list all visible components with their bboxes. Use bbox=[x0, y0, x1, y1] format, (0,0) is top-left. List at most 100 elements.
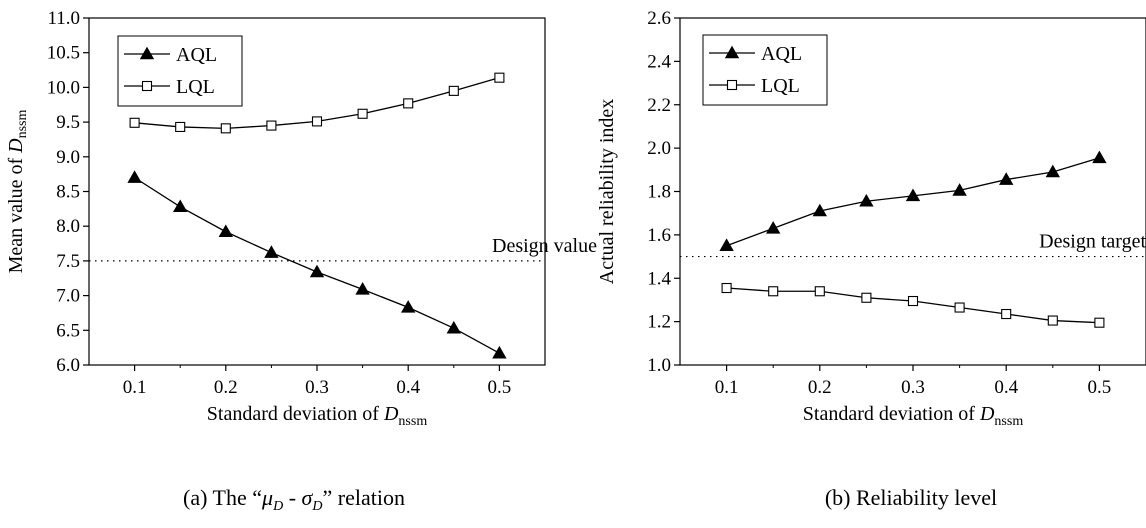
chart-panel-a: 0.1 0.2 0.3 0.4 0.5 6.0 6.5 7.0 7.5 8.0 8.5 9.0 9.5 1… bbox=[5, 8, 597, 514]
y-tick-label: 2.4 bbox=[647, 51, 671, 72]
chart-panel-b: 0.1 0.2 0.3 0.4 0.5 1.0 1.2 1.4 1.6 1.8 2.0 2.2 2.4 2… bbox=[596, 8, 1146, 510]
y-tick-label: 2.6 bbox=[647, 8, 671, 29]
data-point bbox=[175, 121, 186, 133]
x-axis-label-variable: D bbox=[979, 403, 995, 425]
x-tick-label: 0.3 bbox=[305, 377, 329, 398]
data-point bbox=[355, 282, 370, 295]
data-point bbox=[954, 302, 965, 313]
data-point bbox=[494, 72, 505, 83]
x-axis-label: Standard deviation of Dnssm bbox=[207, 403, 428, 429]
data-point bbox=[220, 123, 231, 134]
y-axis-label: Actual reliability index bbox=[596, 99, 618, 285]
y-tick-label: 6.5 bbox=[56, 320, 80, 341]
series-aql bbox=[719, 150, 1107, 251]
legend: AQL LQL bbox=[117, 35, 243, 107]
data-point bbox=[357, 108, 368, 119]
x-axis-label-subscript: nssm bbox=[994, 414, 1023, 429]
y-tick-label: 2.0 bbox=[647, 138, 671, 159]
series-lql bbox=[721, 282, 1105, 328]
data-point bbox=[905, 188, 921, 202]
data-point bbox=[448, 85, 459, 96]
caption-text: - bbox=[283, 485, 301, 510]
x-tick-label: 0.5 bbox=[488, 377, 512, 398]
y-axis-label: Mean value of Dnssm bbox=[5, 110, 30, 274]
y-tick-label: 7.5 bbox=[56, 251, 80, 272]
data-point bbox=[403, 98, 414, 109]
y-tick-label: 10.0 bbox=[47, 77, 80, 98]
data-point bbox=[859, 193, 874, 207]
x-tick-label: 0.2 bbox=[808, 377, 832, 398]
caption: (b) Reliability level bbox=[825, 485, 997, 510]
caption-symbol: σ bbox=[302, 485, 314, 510]
y-axis-label-text: Actual reliability index bbox=[596, 99, 618, 285]
caption-symbol: μ bbox=[261, 485, 273, 510]
y-tick-label: 1.6 bbox=[647, 225, 671, 246]
data-point bbox=[999, 172, 1014, 185]
x-tick-label: 0.4 bbox=[396, 377, 420, 398]
data-point bbox=[446, 320, 461, 334]
legend-item-aql: AQL bbox=[124, 44, 217, 66]
y-tick-label: 10.5 bbox=[47, 43, 80, 64]
caption-subscript: D bbox=[272, 499, 283, 514]
y-tick-label: 9.0 bbox=[56, 147, 80, 168]
y-axis-label-text: Mean value of bbox=[5, 153, 27, 274]
y-tick-label: 11.0 bbox=[47, 8, 80, 29]
x-axis-label-text: Standard deviation of bbox=[803, 403, 980, 425]
x-axis: 0.1 0.2 0.3 0.4 0.5 bbox=[715, 365, 1112, 398]
data-point bbox=[952, 183, 967, 196]
y-tick-label: 1.4 bbox=[647, 268, 671, 289]
data-point bbox=[1001, 308, 1012, 320]
y-tick-label: 9.5 bbox=[56, 112, 80, 133]
legend-marker bbox=[726, 79, 738, 91]
y-axis: 6.0 6.5 7.0 7.5 8.0 8.5 9.0 9.5 10.0 10.5 11.0 bbox=[47, 8, 89, 376]
legend-item-lql: LQL bbox=[124, 76, 215, 98]
y-tick-label: 1.8 bbox=[647, 182, 671, 203]
legend-label: LQL bbox=[761, 75, 800, 97]
caption-text: ” relation bbox=[323, 485, 405, 510]
y-tick-label: 8.5 bbox=[56, 182, 80, 203]
reference-line-label: Design target bbox=[1039, 231, 1146, 253]
y-tick-label: 1.2 bbox=[647, 312, 671, 333]
data-point bbox=[401, 300, 416, 313]
y-tick-label: 8.0 bbox=[56, 216, 80, 237]
data-point bbox=[861, 292, 872, 303]
data-point bbox=[814, 286, 825, 297]
caption-text: (a) The “ bbox=[183, 485, 262, 510]
legend-marker bbox=[139, 46, 155, 60]
data-point bbox=[1047, 315, 1058, 326]
x-tick-label: 0.2 bbox=[214, 377, 238, 398]
y-axis-label-subscript: nssm bbox=[15, 110, 30, 139]
data-point bbox=[719, 238, 734, 251]
legend-item-lql: LQL bbox=[709, 75, 800, 97]
data-point bbox=[812, 203, 827, 217]
x-tick-label: 0.1 bbox=[123, 377, 147, 398]
y-tick-label: 1.0 bbox=[647, 355, 671, 376]
data-point bbox=[218, 224, 233, 238]
reference-line-label: Design value bbox=[492, 235, 597, 257]
data-point bbox=[492, 345, 507, 359]
series-aql bbox=[127, 170, 507, 359]
legend: AQL LQL bbox=[702, 34, 828, 106]
x-axis-label-variable: D bbox=[383, 403, 399, 425]
y-tick-label: 2.2 bbox=[647, 95, 671, 116]
legend-box bbox=[117, 35, 243, 107]
x-axis-label-subscript: nssm bbox=[398, 414, 427, 429]
caption-subscript: D bbox=[311, 499, 322, 514]
x-tick-label: 0.5 bbox=[1088, 377, 1112, 398]
legend-item-aql: AQL bbox=[709, 43, 802, 65]
legend-box bbox=[702, 34, 828, 106]
legend-label: AQL bbox=[176, 44, 217, 66]
y-axis-label-variable: D bbox=[5, 138, 27, 154]
x-tick-label: 0.1 bbox=[715, 377, 739, 398]
data-point bbox=[311, 116, 323, 127]
data-point bbox=[1045, 164, 1060, 178]
legend-label: LQL bbox=[176, 76, 215, 98]
data-point bbox=[1094, 317, 1105, 328]
series-lql bbox=[129, 72, 505, 134]
data-point bbox=[1092, 150, 1107, 164]
legend-marker bbox=[141, 80, 153, 92]
y-tick-label: 6.0 bbox=[56, 355, 80, 376]
data-point bbox=[173, 199, 188, 213]
data-point bbox=[766, 221, 781, 234]
